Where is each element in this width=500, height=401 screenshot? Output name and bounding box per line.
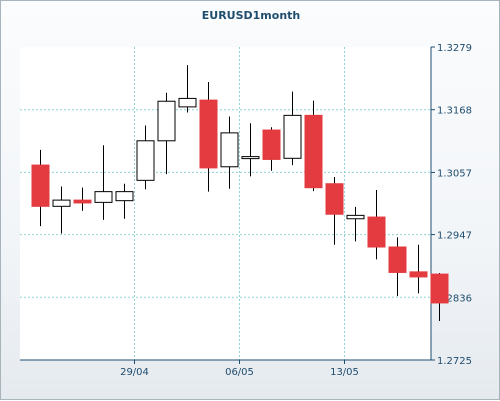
y-tick-label: 1.2947 [437,231,472,242]
x-tick-label: 06/05 [225,367,254,378]
y-tick-label: 1.3168 [437,106,472,117]
candle-body-up [94,191,113,203]
candle-body-down [325,183,344,215]
candle-body-down [262,129,281,160]
candle-body-up [136,140,155,181]
x-tick-label: 13/05 [330,367,359,378]
candle-body-up [157,100,176,142]
candle-body-down [73,199,92,204]
candle-body-down [304,114,323,189]
candle-body-up [220,132,239,168]
candle-body-down [430,273,449,304]
y-tick-label: 1.3279 [437,43,472,54]
candle-body-up [283,114,302,159]
candle-body-down [388,246,407,273]
chart-title: EURUSD1month [201,9,301,22]
candle-body-up [52,199,71,207]
plot-area [20,47,431,360]
x-tick-label: 29/04 [120,367,149,378]
candle-body-up [241,156,260,160]
y-tick-label: 1.3057 [437,168,472,179]
candle-body-down [31,164,50,207]
candle-body-up [115,191,134,202]
candle-body-down [367,216,386,248]
candle-body-down [409,271,428,278]
candle-body-up [178,97,197,108]
y-tick-label: 1.2836 [437,293,472,304]
candle-body-up [346,214,365,220]
y-tick-label: 1.2725 [437,356,472,367]
candle-body-down [199,99,218,169]
